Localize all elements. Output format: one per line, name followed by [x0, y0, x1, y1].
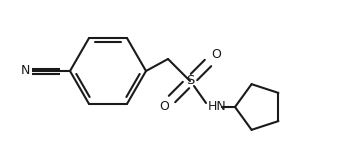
Text: O: O [211, 48, 221, 61]
Text: N: N [20, 64, 30, 78]
Text: S: S [186, 75, 194, 88]
Text: O: O [159, 101, 169, 114]
Text: HN: HN [208, 101, 227, 114]
